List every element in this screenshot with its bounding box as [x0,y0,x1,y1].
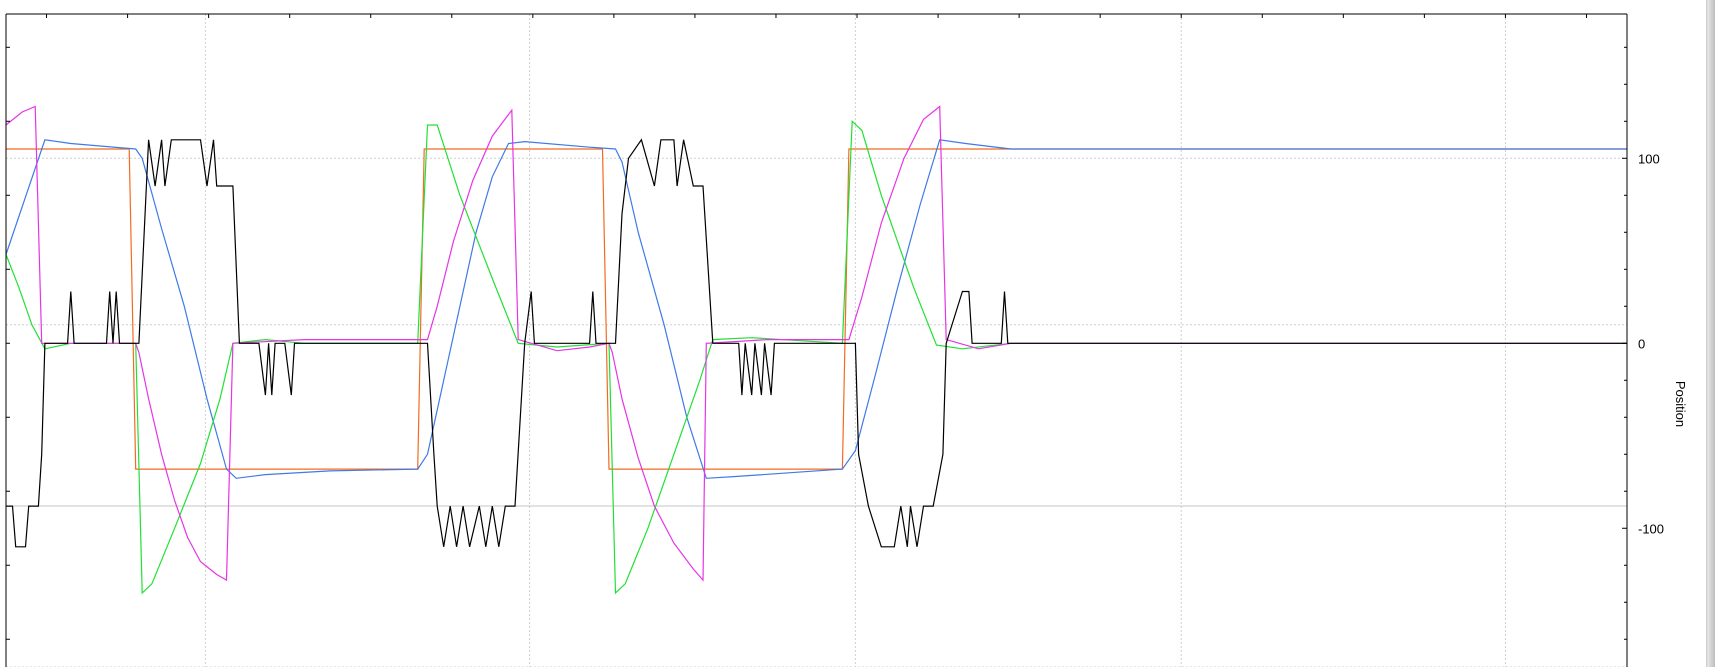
y-tick-label: -100 [1638,521,1664,536]
window-edge [1706,0,1715,667]
series-line-4 [5,105,1627,582]
series-line-1 [6,148,1627,470]
series-line-5 [6,138,1627,548]
axes-layer: -100 0 100 [5,13,1664,667]
y-tick-label: 0 [1638,336,1645,351]
grid-layer [6,14,1627,667]
y-tick-label: 100 [1638,151,1660,166]
y-axis-label: Position [1673,381,1688,427]
series-line-2 [5,139,1627,479]
series-line-3 [5,119,1627,595]
series-layer [5,105,1627,595]
